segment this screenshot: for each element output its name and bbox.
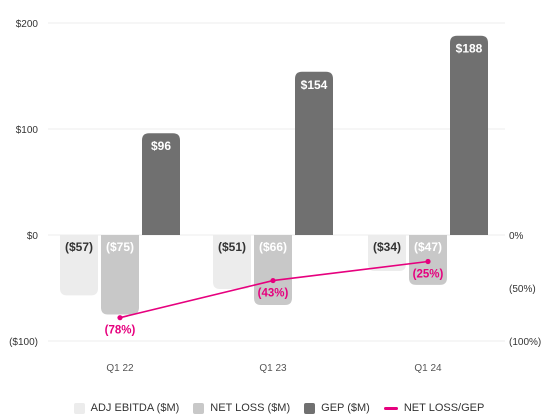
y-axis-right-tick-label: (50%): [509, 284, 536, 295]
bar-net-loss: [254, 235, 292, 305]
legend-item-net-loss-gep: NET LOSS/GEP: [383, 402, 485, 414]
legend-label-adj-ebitda: ADJ EBITDA ($M): [90, 402, 180, 414]
line-data-label-net-loss-gep: (25%): [413, 269, 444, 281]
bar-net-loss: [101, 235, 139, 315]
line-data-label-net-loss-gep: (78%): [105, 325, 136, 337]
legend-swatch-net-loss: [193, 402, 205, 414]
data-label-gep: $188: [456, 42, 483, 56]
data-label-adj-ebitda: ($57): [65, 240, 93, 254]
legend-label-gep: GEP ($M): [321, 402, 370, 414]
y-axis-left-tick-label: $0: [27, 231, 39, 242]
data-label-adj-ebitda: ($51): [218, 240, 246, 254]
y-axis-left-tick-label: ($100): [9, 337, 38, 348]
y-axis-left-tick-label: $100: [16, 125, 39, 136]
legend-item-net-loss: NET LOSS ($M): [193, 402, 290, 414]
bar-gep: [450, 35, 488, 235]
x-axis-category-label: Q1 23: [259, 363, 287, 374]
data-label-net-loss: ($66): [259, 240, 287, 254]
legend: ADJ EBITDA ($M) NET LOSS ($M) GEP ($M) N…: [0, 398, 558, 418]
y-axis-right-tick-label: 0%: [509, 231, 524, 242]
line-data-label-net-loss-gep: (43%): [258, 288, 289, 300]
data-label-gep: $96: [151, 139, 171, 153]
data-label-net-loss: ($47): [414, 240, 442, 254]
legend-item-adj-ebitda: ADJ EBITDA ($M): [73, 402, 180, 414]
line-point-net-loss-gep: [425, 258, 431, 265]
x-axis-category-label: Q1 22: [106, 363, 134, 374]
legend-swatch-net-loss-gep: [383, 406, 398, 410]
y-axis-left-tick-label: $200: [16, 19, 39, 30]
legend-swatch-gep: [304, 402, 316, 414]
legend-item-gep: GEP ($M): [304, 402, 370, 414]
line-point-net-loss-gep: [270, 277, 276, 284]
chart-plot: $200 $100 $0 ($100) 0% (50%) (100%) ($57) ($51) (…: [9, 19, 541, 374]
data-label-gep: $154: [301, 78, 328, 92]
legend-swatch-adj-ebitda: [73, 402, 85, 414]
y-axis-right-tick-label: (100%): [509, 337, 541, 348]
x-axis-category-label: Q1 24: [414, 363, 442, 374]
bar-adj-ebitda: [60, 235, 98, 296]
line-point-net-loss-gep: [117, 315, 123, 321]
legend-label-net-loss: NET LOSS ($M): [210, 402, 291, 414]
bar-adj-ebitda: [368, 235, 406, 272]
legend-label-net-loss-gep: NET LOSS/GEP: [403, 402, 485, 414]
data-label-adj-ebitda: ($34): [373, 240, 401, 254]
bar-gep: [295, 71, 333, 235]
bar-gep: [142, 133, 180, 235]
bar-adj-ebitda: [213, 235, 251, 290]
data-label-net-loss: ($75): [106, 240, 134, 254]
